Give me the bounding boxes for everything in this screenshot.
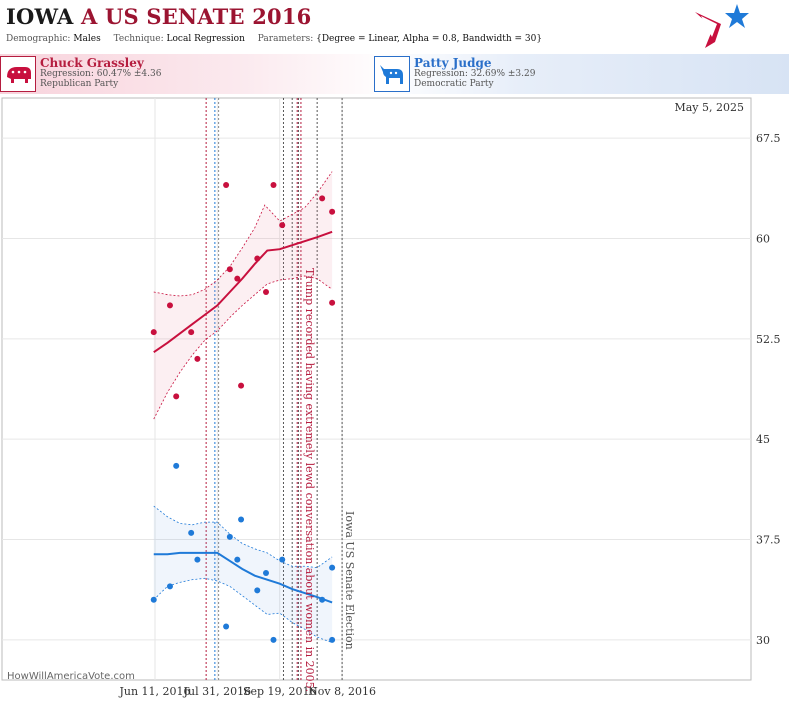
date-stamp: May 5, 2025 [674,101,744,114]
poll-point [166,302,173,309]
regression-line [153,230,333,354]
democratic-donkey-icon [374,56,410,92]
parameters-value: {Degree = Linear, Alpha = 0.8, Bandwidth… [316,34,543,44]
x-tick-label: Sep 19, 2016 [243,685,317,698]
poll-point [173,393,180,400]
poll-point [279,222,286,229]
regression-line [153,551,333,604]
poll-point [238,382,245,389]
race-name: A US SENATE 2016 [80,4,312,29]
y-tick-labels: 30 37.5 45 52.5 60 67.5 [756,132,781,647]
poll-point [270,636,277,643]
candidate-party: Democratic Party [414,79,494,89]
annotations: Trump recorded having extremely lewd con… [303,268,356,692]
poll-point [194,556,201,563]
confidence-band [153,171,333,420]
poll-point [279,556,286,563]
candidate-panel-democratic: Patty Judge Regression: 32.69% ±3.29 Dem… [374,54,789,94]
regression-lines [153,230,333,604]
site-credit: HowWillAmericaVote.com [7,671,135,682]
poll-point [234,556,241,563]
y-tick-label: 67.5 [756,132,781,145]
demographic-value: Males [73,34,101,44]
technique-label: Technique: [113,34,164,44]
demographic-label: Demographic: [6,34,71,44]
poll-point [254,587,261,594]
poll-point [238,516,245,523]
parameters-line: Demographic: Males Technique: Local Regr… [6,34,552,44]
band-upper [153,505,333,569]
x-tick-label: Jul 31, 2016 [183,685,252,698]
poll-point [263,569,270,576]
confidence-band [153,506,333,643]
parameters-label: Parameters: [257,34,314,44]
candidate-panel-republican: Chuck Grassley Regression: 60.47% ±4.36 … [0,54,395,94]
y-tick-label: 52.5 [756,333,781,346]
poll-point [234,275,241,282]
candidate-regression: Regression: 32.69% ±3.29 [414,69,536,79]
candidate-regression: Regression: 60.47% ±4.36 [40,69,162,79]
plot-frame [1,97,752,681]
page-title: IOWA A US SENATE 2016 [6,4,311,29]
y-tick-label: 30 [756,634,770,647]
x-tick-label: Jun 11, 2016 [118,685,190,698]
y-tick-label: 37.5 [756,534,781,547]
y-tick-label: 45 [756,433,770,446]
grid-layer [2,98,751,680]
state-name: IOWA [6,4,74,29]
poll-point [173,462,180,469]
site-logo-icon [695,4,749,48]
poll-point [270,181,277,188]
annotation-label: Iowa US Senate Election [343,511,356,650]
poll-point [329,636,336,643]
band-upper [153,171,333,297]
poll-point [223,623,230,630]
poll-point [226,533,233,540]
poll-point [254,255,261,262]
event-lines [205,98,343,680]
poll-point [188,529,195,536]
poll-point [319,195,326,202]
poll-points [150,181,336,643]
poll-point [329,564,336,571]
y-tick-label: 60 [756,232,770,245]
poll-point [263,289,270,295]
band-lower [153,577,333,643]
x-tick-label: Nov 8, 2016 [308,685,376,698]
poll-point [194,355,201,362]
poll-point [329,299,336,306]
candidate-party: Republican Party [40,79,119,89]
poll-point [223,181,230,188]
poll-point [329,208,336,215]
header: IOWA A US SENATE 2016 Demographic: Males… [0,0,789,52]
poll-point [166,583,173,590]
technique-value: Local Regression [166,34,245,44]
poll-point [319,596,326,603]
annotation-label: Trump recorded having extremely lewd con… [303,268,316,692]
band-lower [153,275,333,420]
poll-point [188,329,195,336]
confidence-bands [153,171,333,643]
poll-chart: 30 37.5 45 52.5 60 67.5 Jun 11, 2016 Jul 31, 2… [0,96,789,704]
poll-point [150,596,157,603]
candidate-name: Chuck Grassley [40,56,144,70]
poll-point [226,266,233,273]
republican-elephant-icon [0,56,36,92]
candidate-name: Patty Judge [414,56,492,70]
poll-point [150,329,157,336]
